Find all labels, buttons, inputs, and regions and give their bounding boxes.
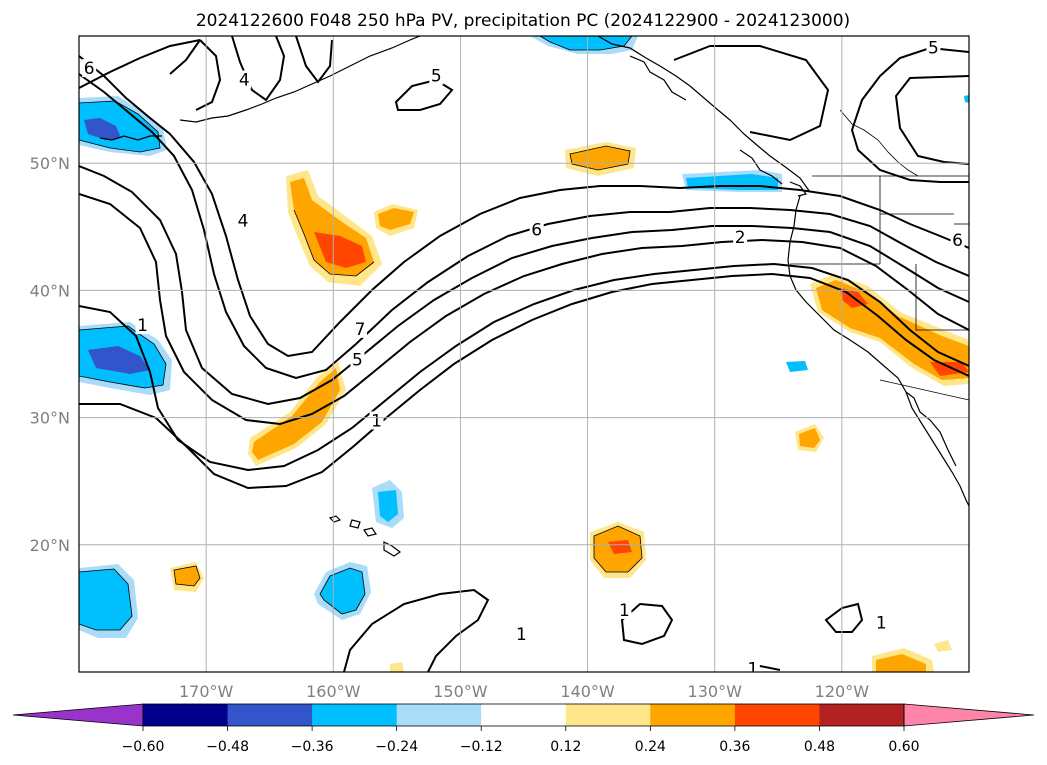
lon-tick-label: 160°W xyxy=(306,682,361,701)
colorbar-frame xyxy=(142,703,905,727)
pv-contour-label: 1 xyxy=(137,316,148,336)
pv-label-bg xyxy=(135,316,150,335)
colorbar-segment xyxy=(734,704,820,726)
colorbar-segment xyxy=(396,704,482,726)
colorbar-tick-label: 0.60 xyxy=(888,739,919,755)
pv-contours xyxy=(79,36,969,672)
colorbar-segment xyxy=(143,704,229,726)
pv-contour-labels: 6 5 4 3 4 5 6 2 6 5 7 5 1 1 1 1 1 1 xyxy=(49,38,965,679)
colorbar-tick-label: −0.24 xyxy=(375,739,418,755)
pv-contour-label: 6 xyxy=(84,59,95,79)
colorbar-tick-label: −0.60 xyxy=(122,739,165,755)
lon-tick-label: 140°W xyxy=(560,682,615,701)
colorbar-segment xyxy=(481,704,567,726)
lat-tick-label: 50°N xyxy=(30,154,70,173)
colorbar-segment xyxy=(227,704,313,726)
colorbar-tick-label: 0.12 xyxy=(550,739,581,755)
pv-label-bg xyxy=(514,625,529,644)
colorbar-segment xyxy=(819,704,905,726)
colorbar-tick-label: 0.24 xyxy=(635,739,666,755)
pv-contour-label: 4 xyxy=(238,212,249,232)
pv-label-bg xyxy=(369,411,384,430)
colorbar-segment xyxy=(565,704,651,726)
colorbar-extend-max xyxy=(903,703,1035,727)
pv-contour-label: 1 xyxy=(371,411,382,431)
graticule xyxy=(79,36,969,672)
pv-label-bg xyxy=(617,600,632,619)
pv-label-bg xyxy=(64,116,78,134)
colorbar-tick-label: −0.36 xyxy=(291,739,334,755)
pv-label-bg xyxy=(745,659,760,672)
pv-contour-label: 5 xyxy=(51,67,62,87)
map-area: 6 5 4 3 4 5 6 2 6 5 7 5 1 1 1 1 1 1 xyxy=(49,36,969,679)
colorbar-tick-label: −0.12 xyxy=(460,739,503,755)
pv-contour-label: 1 xyxy=(747,659,758,679)
colorbar-segment xyxy=(312,704,398,726)
pv-contour-label: 3 xyxy=(66,116,77,136)
map-frame xyxy=(78,35,970,673)
pv-label-bg xyxy=(429,66,444,85)
pv-label-bg xyxy=(529,220,544,239)
lon-tick-label: 130°W xyxy=(688,682,743,701)
pv-label-bg xyxy=(874,613,889,632)
pv-contour-label: 6 xyxy=(531,221,542,241)
lon-tick-label: 120°W xyxy=(815,682,870,701)
pv-contour-label: 1 xyxy=(619,601,630,621)
pv-label-bg xyxy=(733,228,748,247)
latitude-tick-labels: 50°N 40°N 30°N 20°N xyxy=(30,154,70,555)
colorbar-tick-label: 0.48 xyxy=(804,739,835,755)
pv-contour-label: 1 xyxy=(876,614,887,634)
political-borders xyxy=(790,109,969,401)
lat-tick-label: 30°N xyxy=(30,409,70,428)
lat-tick-label: 20°N xyxy=(30,536,70,555)
lat-tick-label: 40°N xyxy=(30,281,70,300)
pv-label-bg xyxy=(82,59,97,78)
pv-label-bg xyxy=(352,319,367,338)
pv-contour-label: 5 xyxy=(431,67,442,87)
pv-contour-label: 7 xyxy=(355,320,366,340)
longitude-tick-labels: 170°W 160°W 150°W 140°W 130°W 120°W xyxy=(179,682,869,701)
pv-label-bg xyxy=(926,38,941,57)
colorbar-tick-label: −0.48 xyxy=(206,739,249,755)
pv-contour-label: 1 xyxy=(516,625,527,645)
pv-label-bg xyxy=(237,70,252,89)
map-title: 2024122600 F048 250 hPa PV, precipitatio… xyxy=(196,11,850,31)
lon-tick-label: 150°W xyxy=(433,682,488,701)
pv-contour-label: 5 xyxy=(928,39,939,59)
pv-label-bg xyxy=(950,230,965,249)
lon-tick-label: 170°W xyxy=(179,682,234,701)
pv-contour-label: 6 xyxy=(952,231,963,251)
pv-label-bg xyxy=(236,211,251,230)
coastlines xyxy=(99,36,969,557)
pv-contour-label: 4 xyxy=(239,71,250,91)
colorbar-tick-label: 0.36 xyxy=(719,739,750,755)
pv-contour-label: 2 xyxy=(735,228,746,248)
colorbar-segment xyxy=(650,704,736,726)
colorbar: −0.60 −0.48 −0.36 −0.24 −0.12 0.12 0.24 0.36 0.4… xyxy=(12,703,1035,755)
pv-contour-label: 5 xyxy=(352,350,363,370)
pv-label-bg xyxy=(350,350,365,369)
pv-label-bg xyxy=(49,67,63,85)
colorbar-extend-min xyxy=(12,703,144,727)
